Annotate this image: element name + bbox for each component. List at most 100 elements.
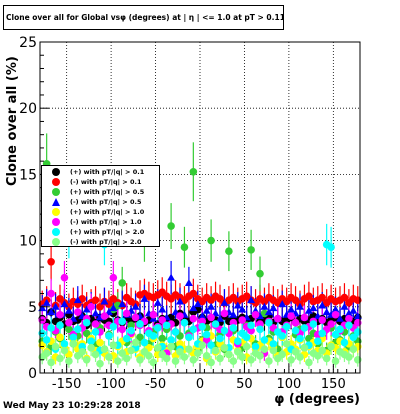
data-point [229, 310, 238, 318]
data-point [233, 301, 242, 309]
data-point [220, 309, 229, 318]
data-point [105, 353, 113, 361]
data-point [185, 345, 193, 353]
data-point [158, 305, 167, 313]
data-point [127, 326, 135, 335]
data-point [220, 298, 229, 306]
x-tick-label: -50 [145, 377, 166, 392]
data-point [65, 318, 73, 327]
data-point [87, 337, 95, 346]
data-point [273, 314, 282, 323]
data-point [269, 346, 278, 355]
data-point [118, 349, 127, 357]
data-point [109, 304, 118, 312]
data-point [100, 345, 109, 353]
data-point [344, 309, 353, 317]
data-point [287, 312, 295, 320]
data-point [318, 316, 327, 324]
data-point [260, 345, 269, 353]
data-point [238, 353, 247, 361]
legend-label: (+) with pT/|q| > 2.0 [70, 228, 145, 236]
data-point [287, 305, 296, 313]
data-point [56, 321, 64, 330]
legend-entry: (+) with pT/|q| > 0.1 [42, 167, 159, 177]
y-axis-label: Clone over all (%) [5, 56, 20, 186]
data-point [189, 355, 198, 364]
data-point [242, 333, 251, 342]
data-point [131, 302, 140, 310]
legend-label: (-) with pT/|q| > 0.1 [70, 178, 142, 186]
data-point [96, 359, 104, 368]
data-point [42, 298, 51, 306]
data-point [176, 297, 184, 305]
data-point [211, 346, 220, 355]
data-point [300, 324, 309, 332]
data-point [162, 321, 171, 330]
data-point [318, 329, 327, 338]
data-point [340, 338, 349, 347]
y-tick-label: 10 [19, 234, 37, 250]
data-point [233, 337, 242, 346]
x-tick-label: -100 [96, 377, 126, 392]
data-point [185, 333, 193, 342]
legend-label: (-) with pT/|q| > 1.0 [70, 218, 142, 226]
x-tick-label: 100 [276, 377, 301, 392]
data-point [202, 351, 211, 360]
data-point [207, 236, 215, 245]
data-point [247, 321, 255, 330]
data-point [91, 320, 100, 328]
data-point [91, 296, 100, 304]
data-point [349, 306, 358, 314]
data-point [229, 324, 238, 332]
data-point [91, 328, 100, 336]
data-point [64, 306, 73, 314]
data-point [198, 322, 207, 331]
data-point [309, 304, 318, 312]
data-point [331, 310, 340, 319]
data-point [193, 300, 202, 308]
data-point [247, 296, 256, 304]
data-point [207, 341, 215, 349]
data-point [345, 353, 353, 361]
data-point [296, 334, 304, 343]
x-axis-label: φ (degrees) [274, 392, 360, 407]
data-point [180, 318, 189, 327]
data-point [216, 314, 224, 322]
data-point [162, 354, 171, 363]
data-point [278, 332, 287, 340]
data-point [198, 317, 207, 326]
data-point [153, 298, 162, 306]
data-point [260, 302, 269, 310]
data-point [233, 348, 242, 356]
data-point [153, 344, 162, 352]
data-point [198, 312, 207, 320]
data-point [180, 243, 189, 252]
y-tick-label: 20 [19, 101, 37, 117]
legend-label: (+) with pT/|q| > 1.0 [70, 208, 145, 216]
legend-entry: (+) with pT/|q| > 0.5 [42, 187, 159, 197]
data-point [242, 342, 251, 351]
data-point [278, 350, 287, 359]
data-point [140, 294, 149, 302]
x-tick-label: -150 [52, 377, 82, 392]
data-point [340, 293, 349, 302]
data-point [313, 351, 322, 360]
data-point [225, 247, 233, 255]
data-point [291, 318, 300, 327]
data-point [327, 243, 335, 252]
legend-marker [52, 198, 60, 206]
legend-label: (-) with pT/|q| > 2.0 [70, 238, 142, 246]
data-point [60, 300, 69, 308]
data-point [291, 326, 300, 335]
data-point [256, 351, 264, 360]
data-point [56, 310, 64, 319]
data-point [82, 329, 91, 338]
data-point [345, 321, 353, 330]
legend: (+) with pT/|q| > 0.1 (-) with pT/|q| > 0… [41, 165, 160, 247]
data-point [149, 310, 158, 319]
data-point [349, 333, 358, 342]
data-point [109, 273, 118, 282]
data-point [269, 340, 278, 348]
data-point [207, 302, 216, 310]
